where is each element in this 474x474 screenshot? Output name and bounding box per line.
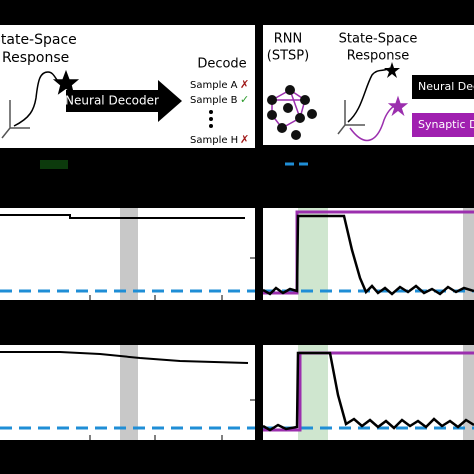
panel-title: State-Space xyxy=(339,32,418,47)
plot-bottom-left xyxy=(0,345,255,440)
state-space-sketch xyxy=(1,69,80,139)
sample-mark: ✗ xyxy=(240,133,249,146)
rnn-label: (STSP) xyxy=(267,49,309,64)
sample-label: Sample A xyxy=(190,80,238,91)
panel-title: Response xyxy=(347,49,409,64)
sample-mark: ✓ xyxy=(240,93,249,106)
rnn-label: RNN xyxy=(274,32,302,47)
legend-label: Neural Decoder xyxy=(418,80,474,93)
plot-middle-left xyxy=(0,208,255,300)
decode-title: Decode xyxy=(197,57,246,72)
plot-bottom-right xyxy=(262,345,474,440)
arrow-label: Neural Decoder xyxy=(65,94,159,108)
arrow xyxy=(66,80,182,122)
network-sketch xyxy=(267,85,317,140)
sample-mark: ✗ xyxy=(240,78,249,91)
ellipsis xyxy=(209,110,213,128)
legend-label: Synaptic Decoder xyxy=(418,118,474,131)
panel-title: State-Space xyxy=(0,32,77,48)
panel-title: Response xyxy=(2,50,69,66)
sample-label: Sample H xyxy=(190,135,238,146)
legend-box xyxy=(412,113,474,137)
legend-box xyxy=(412,75,474,99)
state-space-sketch xyxy=(337,62,409,142)
panel-left xyxy=(0,25,255,148)
legend-swatch xyxy=(40,160,68,169)
plot-middle-right xyxy=(262,208,474,300)
sample-label: Sample B xyxy=(190,95,238,106)
